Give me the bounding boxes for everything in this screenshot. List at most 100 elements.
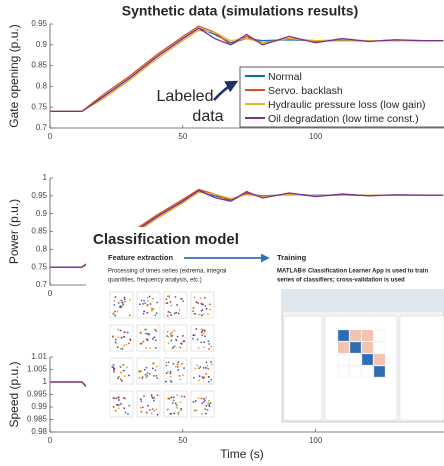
thumbnail-dot (117, 311, 119, 313)
thumbnail-dot (208, 403, 210, 405)
y-tick-label: 0.75 (31, 262, 47, 271)
thumbnail-dot (113, 406, 115, 408)
thumbnail-dot (172, 363, 174, 365)
app-toolbar (282, 290, 444, 312)
thumbnail-dot (207, 313, 209, 315)
thumbnail-dot (117, 377, 119, 379)
thumbnail-dot (144, 302, 146, 304)
thumbnail-dot (120, 348, 122, 350)
thumbnail-dot (200, 303, 202, 305)
thumbnail-dot (146, 312, 148, 314)
thumbnail-dot (120, 371, 122, 373)
thumbnail-dot (203, 341, 205, 343)
confusion-cell (374, 366, 385, 377)
thumbnail-dot (176, 404, 178, 406)
thumbnail-dot (113, 369, 115, 371)
thumbnail-dot (169, 372, 171, 374)
thumbnail-dot (202, 304, 204, 306)
thumbnail-dot (208, 348, 210, 350)
legend-label: Servo. backlash (268, 85, 343, 97)
thumbnail-dot (116, 404, 118, 406)
thumbnail-dot (126, 366, 128, 368)
thumbnail-dot (201, 330, 203, 332)
x-tick-label: 0 (48, 436, 53, 445)
thumbnail-dot (148, 334, 150, 336)
y-tick-label: 0.995 (27, 390, 48, 399)
x-tick-label: 50 (178, 132, 187, 141)
thumbnail-panel (164, 325, 187, 351)
thumbnail-dot (125, 412, 127, 414)
thumbnail-dot (151, 412, 153, 414)
thumbnail-dot (141, 300, 143, 302)
thumbnail-dot (176, 407, 178, 409)
thumbnail-dot (176, 304, 178, 306)
thumbnail-dot (209, 303, 211, 305)
thumbnail-dot (140, 332, 142, 334)
thumbnail-dot (155, 347, 157, 349)
thumbnail-dot (168, 295, 170, 297)
thumbnail-dot (175, 312, 177, 314)
thumbnail-dot (118, 407, 120, 409)
thumbnail-dot (124, 301, 126, 303)
thumbnail-dot (205, 367, 207, 369)
thumbnail-dot (205, 405, 207, 407)
thumbnail-dot (113, 368, 115, 370)
thumbnail-dot (140, 398, 142, 400)
chart-title: Synthetic data (simulations results) (122, 3, 359, 19)
thumbnail-dot (202, 309, 204, 311)
thumbnail-dot (179, 309, 181, 311)
thumbnail-dot (177, 363, 179, 365)
thumbnail-dot (170, 413, 172, 415)
thumbnail-dot (202, 313, 204, 315)
figure: 0.70.750.80.850.90.95050100Gate opening … (0, 0, 444, 466)
legend-label: Oil degradation (low time const.) (268, 113, 419, 125)
thumbnail-dot (114, 315, 116, 317)
thumbnail-dot (204, 408, 206, 410)
thumbnail-dot (184, 396, 186, 398)
thumbnail-dot (179, 378, 181, 380)
thumbnail-dot (177, 413, 179, 415)
thumbnail-dot (204, 329, 206, 331)
thumbnail-dot (147, 300, 149, 302)
thumbnail-dot (171, 331, 173, 333)
thumbnail-dot (205, 413, 207, 415)
confusion-cell (350, 342, 361, 353)
thumbnail-dot (177, 369, 179, 371)
thumbnail-dot (119, 404, 121, 406)
thumbnail-dot (170, 333, 172, 335)
thumbnail-dot (147, 304, 149, 306)
thumbnail-dot (152, 397, 154, 399)
confusion-cell (350, 330, 361, 341)
confusion-cell (350, 366, 361, 377)
thumbnail-dot (151, 310, 153, 312)
thumbnail-dot (180, 408, 182, 410)
app-right (400, 316, 444, 420)
thumbnail-dot (198, 397, 200, 399)
y-tick-label: 0.9 (36, 40, 48, 49)
thumbnail-dot (124, 331, 126, 333)
y-tick-label: 1 (43, 173, 48, 182)
thumbnail-dot (203, 398, 205, 400)
thumbnail-dot (119, 306, 121, 308)
thumbnail-dot (182, 374, 184, 376)
thumbnail-dot (157, 394, 159, 396)
y-tick-label: 0.7 (36, 123, 48, 132)
thumbnail-dot (152, 367, 154, 369)
thumbnail-dot (177, 366, 179, 368)
legend-label: Hydraulic pressure loss (low gain) (268, 99, 426, 111)
confusion-cell (374, 330, 385, 341)
annotation-text: Labeled (157, 88, 214, 105)
thumbnail-dot (143, 300, 145, 302)
thumbnail-dot (113, 300, 115, 302)
confusion-cell (362, 342, 373, 353)
thumbnail-dot (155, 375, 157, 377)
thumbnail-dot (128, 405, 130, 407)
thumbnail-dot (203, 346, 205, 348)
thumbnail-dot (142, 407, 144, 409)
thumbnail-dot (114, 296, 116, 298)
thumbnail-dot (143, 310, 145, 312)
thumbnail-dot (170, 371, 172, 373)
thumbnail-dot (166, 302, 168, 304)
thumbnail-dot (181, 343, 183, 345)
